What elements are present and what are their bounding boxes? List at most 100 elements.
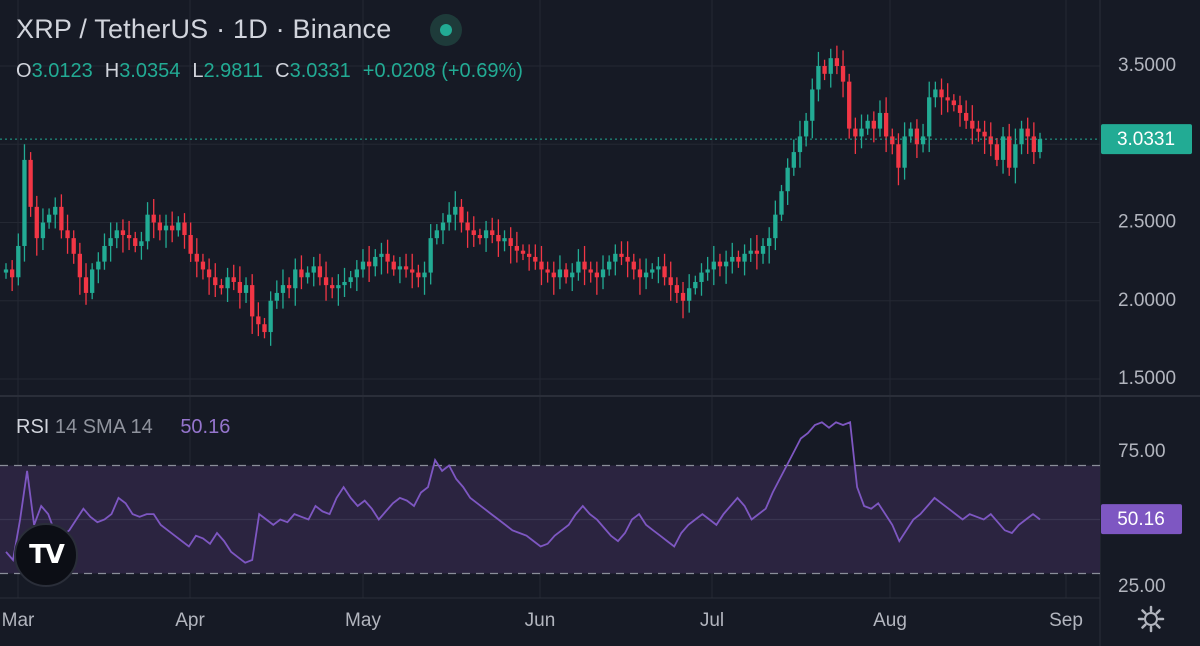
candle-body bbox=[551, 272, 556, 278]
price-tick-label: 3.5000 bbox=[1118, 55, 1176, 76]
candle-body bbox=[643, 272, 649, 278]
candle-body bbox=[693, 281, 698, 289]
candle-body bbox=[736, 256, 741, 262]
candle-body bbox=[939, 89, 944, 98]
candle-body bbox=[46, 214, 52, 223]
candle-body bbox=[280, 285, 286, 293]
candle-body bbox=[299, 269, 304, 278]
open-label: O bbox=[16, 60, 32, 82]
candle-body bbox=[28, 159, 33, 207]
candle-body bbox=[348, 277, 353, 282]
candle-body bbox=[360, 261, 366, 270]
candle-body bbox=[379, 253, 384, 257]
candle-body bbox=[317, 266, 323, 278]
candle-body bbox=[810, 89, 815, 121]
time-tick-label: Apr bbox=[175, 610, 205, 631]
candle-body bbox=[366, 261, 372, 267]
candle-body bbox=[163, 225, 169, 231]
candle-body bbox=[330, 285, 335, 289]
candle-body bbox=[268, 300, 273, 333]
candle-body bbox=[90, 269, 95, 293]
low-value: 2.9811 bbox=[203, 60, 264, 82]
candle-body bbox=[219, 285, 224, 289]
candle-body bbox=[982, 131, 987, 137]
candle-body bbox=[1013, 144, 1018, 168]
candle-body bbox=[767, 238, 772, 246]
candle-body bbox=[237, 281, 243, 293]
candle-body bbox=[108, 238, 113, 246]
candle-body bbox=[742, 253, 747, 262]
candle-body bbox=[705, 269, 710, 273]
price-badge bbox=[1101, 124, 1192, 155]
candle-body bbox=[311, 266, 316, 273]
candle-body bbox=[723, 261, 729, 267]
candle-body bbox=[139, 241, 144, 246]
price-badge-label: 3.0331 bbox=[1117, 129, 1175, 150]
rsi-value: 50.16 bbox=[180, 416, 231, 438]
candle-body bbox=[970, 120, 975, 129]
candle-body bbox=[213, 277, 218, 286]
candle-body bbox=[650, 269, 655, 273]
candle-body bbox=[988, 136, 993, 145]
price-tick-label: 1.5000 bbox=[1118, 368, 1176, 389]
candle-body bbox=[656, 266, 661, 270]
candle-body bbox=[680, 292, 686, 301]
market-status-icon bbox=[430, 14, 462, 46]
rsi-params: 14 SMA 14 bbox=[54, 416, 153, 438]
rsi-legend[interactable]: RSI 14 SMA 14 50.16 bbox=[16, 416, 230, 439]
time-tick-label: Jul bbox=[700, 610, 724, 631]
candle-body bbox=[760, 245, 766, 254]
gear-icon[interactable] bbox=[1136, 604, 1166, 634]
time-tick-label: Sep bbox=[1049, 610, 1083, 631]
candle-body bbox=[336, 285, 341, 289]
candle-body bbox=[914, 128, 920, 145]
candle-body bbox=[490, 230, 495, 236]
candle-body bbox=[877, 112, 883, 129]
candle-body bbox=[496, 235, 501, 242]
candle-body bbox=[459, 206, 464, 223]
candle-body bbox=[83, 277, 89, 293]
candle-body bbox=[22, 159, 27, 246]
candle-body bbox=[102, 245, 107, 262]
candle-body bbox=[385, 253, 390, 262]
candle-body bbox=[126, 235, 132, 239]
candle-body bbox=[902, 136, 907, 168]
candle-body bbox=[40, 222, 46, 239]
candle-body bbox=[293, 269, 298, 289]
candle-body bbox=[114, 230, 119, 239]
candle-body bbox=[859, 128, 864, 137]
candle-body bbox=[927, 97, 932, 137]
candle-body bbox=[305, 272, 310, 278]
candle-body bbox=[1031, 136, 1036, 153]
candle-body bbox=[803, 120, 809, 137]
candle-body bbox=[157, 222, 163, 231]
candle-body bbox=[465, 222, 470, 231]
candle-body bbox=[594, 272, 600, 278]
candle-body bbox=[256, 316, 261, 325]
low-label: L bbox=[192, 60, 204, 82]
candle-body bbox=[668, 277, 673, 286]
candle-body bbox=[243, 285, 249, 293]
candle-body bbox=[440, 222, 446, 231]
candle-body bbox=[600, 269, 606, 278]
symbol-title[interactable]: XRP / TetherUS · 1D · Binance bbox=[16, 14, 392, 44]
candle-body bbox=[613, 253, 618, 262]
candle-body bbox=[687, 288, 692, 301]
candle-body bbox=[570, 272, 575, 278]
candle-body bbox=[730, 256, 735, 262]
candle-body bbox=[446, 214, 452, 223]
candle-body bbox=[231, 277, 236, 282]
candle-body bbox=[699, 272, 704, 282]
candle-body bbox=[194, 253, 199, 262]
rsi-line bbox=[5, 421, 1041, 564]
candle-body bbox=[354, 269, 359, 278]
candle-body bbox=[711, 261, 716, 270]
tradingview-logo[interactable]: TV bbox=[14, 523, 78, 587]
high-value: 3.0354 bbox=[119, 60, 181, 82]
candle-body bbox=[1000, 136, 1006, 160]
candle-body bbox=[477, 235, 483, 239]
candle-body bbox=[133, 238, 138, 246]
candle-body bbox=[182, 222, 187, 236]
candle-body bbox=[748, 250, 753, 254]
